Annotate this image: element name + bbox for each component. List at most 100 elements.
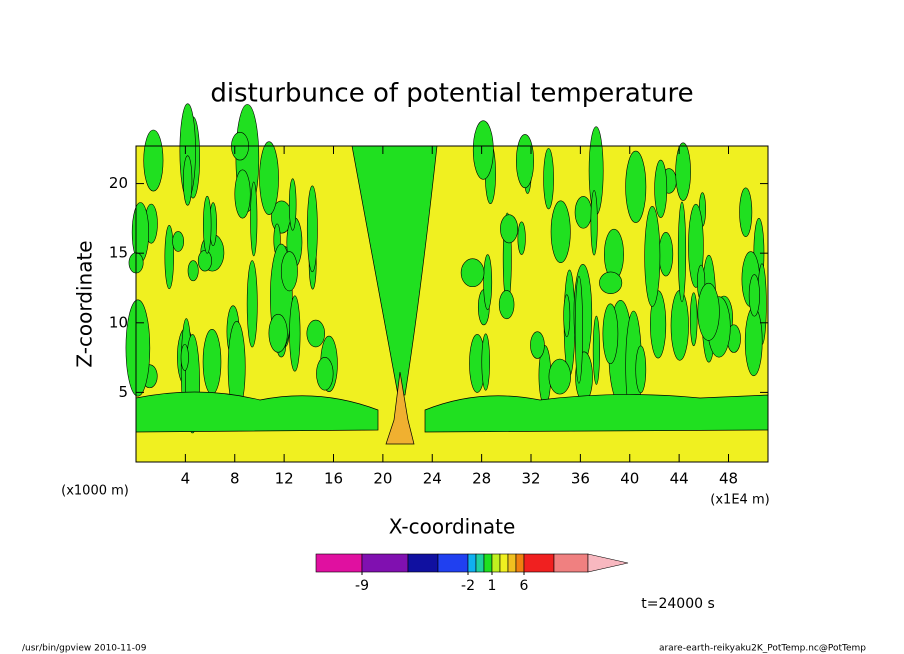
contour-region: [658, 231, 674, 277]
contour-region: [385, 371, 415, 445]
footer-left: /usr/bin/gpview 2010-11-09: [22, 644, 147, 654]
contour-region: [548, 358, 571, 395]
contour-region: [306, 319, 325, 348]
x-tick-label: 36: [571, 470, 590, 488]
time-label: t=24000 s: [641, 596, 715, 612]
contour-region: [483, 254, 493, 310]
colorbar-extension: [587, 553, 629, 573]
contour-region: [744, 306, 763, 377]
contour-region: [280, 251, 298, 292]
contour-region: [635, 345, 647, 394]
contour-region: [172, 231, 184, 252]
y-tick-label: 20: [109, 174, 128, 192]
x-tick-label: 20: [373, 470, 392, 488]
colorbar-segment: [507, 553, 517, 573]
colorbar-segment: [491, 553, 501, 573]
colorbar-tick-label: -2: [461, 578, 475, 594]
x-tick-label: 48: [719, 470, 738, 488]
contour-region: [125, 299, 151, 397]
contour-region: [289, 295, 301, 372]
contour-region: [604, 228, 624, 280]
contour-region: [164, 225, 174, 290]
contour-region: [550, 200, 571, 263]
contour-region: [197, 250, 212, 272]
x-tick-label: 24: [423, 470, 442, 488]
colorbar-segment: [315, 553, 363, 573]
contour-region: [306, 185, 318, 273]
y-axis-label: Z-coordinate: [73, 240, 97, 367]
plot-frame: [135, 145, 769, 463]
contour-region: [670, 290, 689, 361]
contour-region: [202, 329, 222, 395]
x-tick-label: 4: [181, 470, 191, 488]
contour-region: [574, 276, 583, 384]
contour-region: [654, 159, 668, 218]
contour-region: [424, 394, 769, 433]
colorbar-segment: [467, 553, 477, 573]
colorbar-segment: [523, 553, 555, 573]
contour-region: [697, 282, 720, 341]
x-tick-label: 8: [230, 470, 240, 488]
contour-region: [748, 274, 760, 317]
contour-region: [677, 201, 687, 303]
contour-region: [675, 142, 691, 201]
y-tick-label: 10: [109, 313, 128, 331]
colorbar-segment: [483, 553, 493, 573]
colorbar-segment: [553, 553, 589, 573]
contour-region: [592, 315, 600, 385]
contour-region: [625, 150, 647, 223]
contour-region: [516, 134, 534, 189]
contour-region: [246, 260, 258, 348]
contour-region: [268, 313, 288, 353]
x-tick-label: 40: [620, 470, 639, 488]
contour-region: [472, 120, 494, 180]
colorbar-segment: [437, 553, 469, 573]
x-unit-label: (x1E4 m): [710, 493, 769, 508]
contour-region: [143, 129, 164, 192]
contour-region: [517, 221, 526, 255]
x-tick-label: 32: [521, 470, 540, 488]
contour-region: [543, 148, 554, 210]
chart-title: disturbunce of potential temperature: [210, 79, 693, 109]
footer-right: arare-earth-reikyaku2K_PotTemp.nc@PotTem…: [659, 644, 866, 654]
contour-region: [135, 391, 379, 433]
contour-region: [203, 195, 212, 254]
contour-region: [563, 294, 571, 338]
contour-region: [689, 292, 698, 347]
contour-region: [288, 178, 297, 231]
x-tick-label: 44: [670, 470, 689, 488]
colorbar-segment: [361, 553, 409, 573]
colorbar-segment: [515, 553, 525, 573]
contour-region: [498, 290, 515, 320]
x-axis-label: X-coordinate: [389, 515, 516, 539]
contour-region: [180, 344, 189, 371]
contour-region: [187, 260, 199, 282]
colorbar-tick-label: 1: [488, 578, 497, 594]
colorbar-segment: [475, 553, 485, 573]
contour-region: [250, 181, 258, 257]
colorbar-tick-label: 6: [520, 578, 529, 594]
colorbar-segment: [407, 553, 439, 573]
contour-region: [644, 206, 661, 307]
y-tick-label: 5: [118, 383, 128, 401]
contour-region: [183, 155, 193, 206]
colorbar-tick-label: -9: [355, 578, 369, 594]
x-tick-label: 16: [324, 470, 343, 488]
contour-region: [234, 169, 251, 219]
contour-region: [481, 333, 490, 391]
x-unit-label: (x1000 m): [61, 484, 129, 499]
contour-region: [590, 190, 598, 256]
y-tick-label: 15: [109, 244, 128, 262]
contour-region: [530, 331, 545, 359]
contour-region: [599, 271, 623, 294]
contour-region: [602, 303, 619, 365]
colorbar: -9 -2 1 6: [315, 553, 629, 594]
contour-region: [259, 141, 279, 215]
field: [125, 103, 769, 463]
contour-region: [500, 214, 519, 244]
colorbar-segment: [499, 553, 509, 573]
contour-region: [739, 187, 753, 238]
